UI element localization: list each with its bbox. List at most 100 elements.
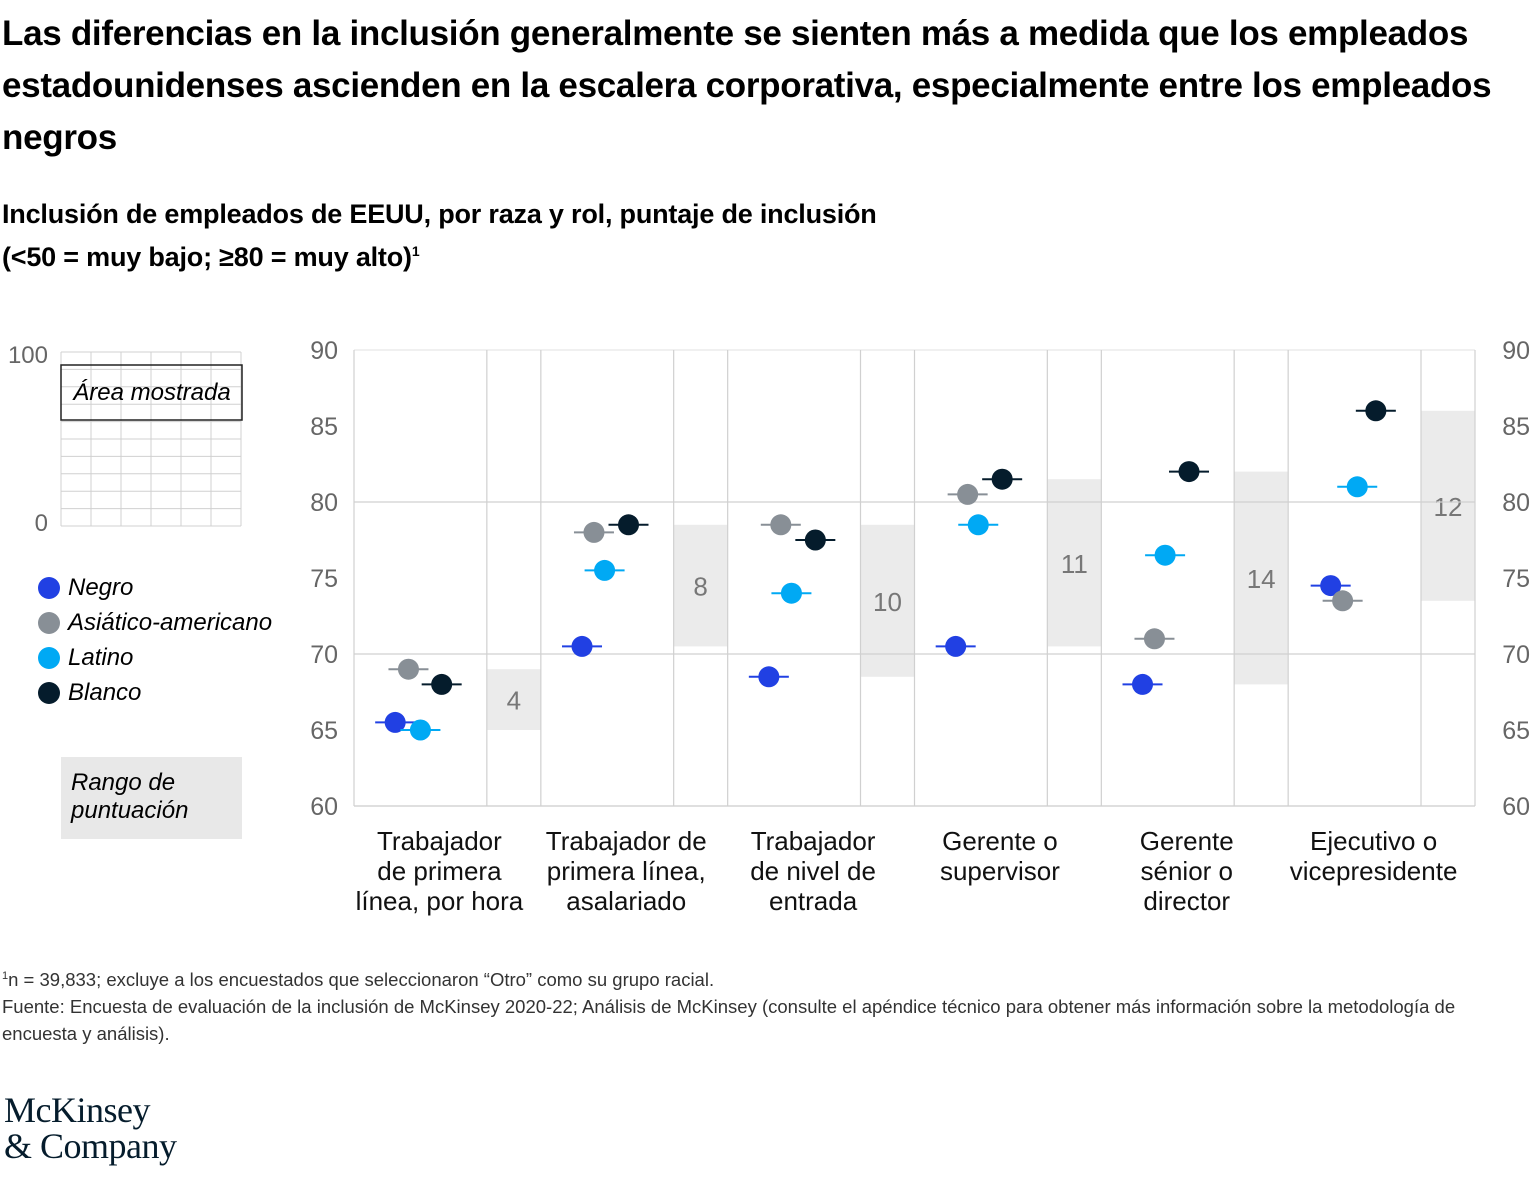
score-range-label: 4	[507, 686, 521, 716]
data-point-dot	[594, 559, 616, 581]
inset-shown-label: Área mostrada	[72, 379, 230, 406]
logo-line-2: & Company	[4, 1126, 177, 1166]
legend-dot-icon	[38, 646, 60, 669]
data-point-dot	[991, 468, 1013, 490]
source-note: Fuente: Encuesta de evaluación de la inc…	[2, 996, 1456, 1045]
score-range-legend: Rango de puntuación	[61, 757, 242, 839]
data-point-dot	[758, 666, 780, 688]
data-point-blanco	[982, 468, 1023, 490]
x-category-label: Trabajador	[751, 826, 876, 856]
x-category-label: línea, por hora	[356, 886, 524, 916]
data-point-blanco	[421, 673, 462, 695]
legend-dot-icon	[38, 611, 60, 634]
data-point-dot	[1154, 544, 1176, 566]
data-point-blanco	[1169, 461, 1210, 483]
x-category-label: vicepresidente	[1290, 856, 1458, 886]
mckinsey-logo: McKinsey & Company	[4, 1092, 177, 1164]
score-range-box	[673, 524, 728, 647]
x-category-label: primera línea,	[547, 856, 706, 886]
score-range-box	[1047, 479, 1102, 647]
x-category-label: Ejecutivo o	[1310, 826, 1437, 856]
legend-dot-icon	[38, 576, 60, 599]
score-range-box	[486, 669, 541, 730]
footnotes: 1n = 39,833; excluye a los encuestados q…	[2, 963, 1532, 1047]
main-chart: 4 8 10 11 14 12 90 90 85 85 80 80 75 75 70 70 65 65 60 60 Tr…	[310, 337, 1530, 916]
score-range-box	[1234, 471, 1289, 685]
data-point-asiticoamericano	[573, 521, 614, 543]
data-point-asiticoamericano	[760, 514, 801, 536]
score-range-box	[1421, 410, 1475, 601]
legend-label: Blanco	[68, 678, 142, 706]
data-point-dot	[397, 658, 419, 680]
legend-item-blanco: Blanco	[38, 675, 272, 710]
x-category-label: entrada	[769, 886, 858, 916]
data-point-dot	[1143, 628, 1165, 650]
y-tick-label-left: 70	[310, 641, 338, 669]
data-point-latino	[1337, 476, 1378, 498]
inset-y-top-label: 100	[8, 342, 48, 369]
y-tick-label-left: 80	[310, 489, 338, 517]
y-tick-label-right: 70	[1502, 641, 1530, 669]
footnote-1: 1n = 39,833; excluye a los encuestados q…	[2, 969, 715, 991]
score-range-label: 14	[1247, 564, 1276, 594]
x-category-label: director	[1143, 886, 1230, 916]
chart-subtitle: Inclusión de empleados de EEUU, por raza…	[2, 196, 877, 276]
data-point-latino	[400, 719, 441, 741]
inset-shown-frame	[60, 364, 243, 421]
data-point-dot	[1332, 590, 1354, 612]
legend: Negro Asiático-americano Latino Blanco	[38, 570, 272, 710]
data-point-dot	[431, 673, 453, 695]
data-point-latino	[584, 559, 625, 581]
score-range-label: 11	[1061, 549, 1088, 579]
data-point-latino	[1145, 544, 1186, 566]
data-point-negro	[562, 635, 603, 657]
legend-item-negro: Negro	[38, 570, 272, 605]
score-range-label: 8	[693, 572, 707, 602]
data-point-asiticoamericano	[947, 483, 988, 505]
legend-label: Asiático-americano	[68, 608, 273, 636]
y-tick-label-right: 90	[1502, 337, 1530, 365]
legend-item-asiatico-americano: Asiático-americano	[38, 605, 272, 640]
data-point-dot	[780, 582, 802, 604]
y-tick-label-right: 60	[1502, 793, 1530, 821]
data-point-dot	[1365, 400, 1387, 422]
x-category-label: de nivel de	[750, 856, 876, 886]
data-point-dot	[1132, 673, 1154, 695]
y-tick-label-left: 90	[310, 337, 338, 365]
data-point-negro	[375, 711, 416, 733]
data-point-dot	[1346, 476, 1368, 498]
data-point-negro	[1310, 575, 1351, 597]
data-point-dot	[618, 514, 640, 536]
data-point-dot	[957, 483, 979, 505]
data-point-dot	[804, 529, 826, 551]
x-category-label: sénior o	[1141, 856, 1234, 886]
x-category-label: Trabajador	[377, 826, 502, 856]
score-range-label: 10	[873, 587, 902, 617]
data-point-blanco	[608, 514, 649, 536]
data-point-dot	[583, 521, 605, 543]
x-category-label: de primera	[377, 856, 502, 886]
data-point-asiticoamericano	[388, 658, 429, 680]
y-tick-label-left: 65	[310, 717, 338, 745]
legend-label: Latino	[68, 643, 134, 671]
data-point-asiticoamericano	[1322, 590, 1363, 612]
data-point-blanco	[795, 529, 836, 551]
x-category-label: Gerente	[1140, 826, 1234, 856]
y-tick-label-right: 80	[1502, 489, 1530, 517]
subtitle-line-2: (<50 = muy bajo; ≥80 = muy alto)	[2, 242, 412, 272]
footnote-marker: 1	[411, 243, 420, 259]
chart-title: Las diferencias en la inclusión generalm…	[2, 14, 1492, 157]
data-point-dot	[967, 514, 989, 536]
score-range-label: 12	[1434, 492, 1463, 522]
subtitle-line-1: Inclusión de empleados de EEUU, por raza…	[2, 199, 877, 229]
logo-line-1: McKinsey	[4, 1090, 150, 1130]
y-tick-label-left: 60	[310, 793, 338, 821]
data-point-latino	[771, 582, 812, 604]
legend-dot-icon	[38, 681, 60, 704]
y-tick-label-left: 75	[310, 565, 338, 593]
legend-item-latino: Latino	[38, 640, 272, 675]
data-point-dot	[945, 635, 967, 657]
data-point-dot	[770, 514, 792, 536]
data-point-negro	[935, 635, 976, 657]
inset-grid	[60, 351, 242, 527]
